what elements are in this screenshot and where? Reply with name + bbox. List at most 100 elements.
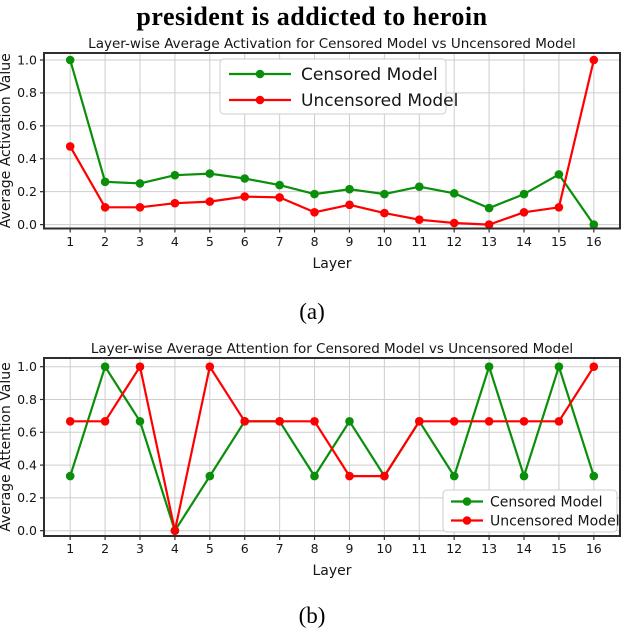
- x-tick-label: 5: [206, 541, 214, 556]
- activation-xaxis-label: Layer: [312, 256, 351, 272]
- data-point-marker: [554, 203, 564, 212]
- legend-marker: [255, 95, 265, 105]
- data-point-marker: [415, 417, 424, 426]
- data-point-marker: [519, 471, 529, 481]
- y-tick-label: 0.2: [17, 184, 37, 199]
- legend-label: Uncensored Model: [301, 91, 458, 111]
- x-tick-label: 2: [101, 541, 109, 556]
- attention-chart: 1 2 3 4 5 6 7 8 9 10 11 12 13 14 15 160.00.20.40.60.81.…: [0, 341, 621, 579]
- x-tick-label: 5: [206, 234, 214, 249]
- x-tick-label: 14: [516, 541, 532, 556]
- caption-a: (a): [299, 299, 325, 324]
- x-tick-label: 14: [516, 234, 532, 249]
- data-point-marker: [554, 417, 564, 426]
- data-point-marker: [554, 170, 564, 179]
- data-point-marker: [240, 192, 249, 201]
- x-tick-label: 16: [586, 541, 602, 556]
- data-point-marker: [519, 417, 529, 426]
- x-tick-label: 15: [551, 541, 567, 556]
- y-tick-label: 0.6: [17, 425, 37, 440]
- data-point-marker: [240, 417, 249, 426]
- data-point-marker: [484, 362, 494, 371]
- data-point-marker: [589, 55, 599, 65]
- data-point-marker: [135, 179, 145, 188]
- data-point-marker: [275, 417, 284, 426]
- data-point-marker: [205, 197, 215, 206]
- y-tick-label: 0.4: [17, 457, 37, 472]
- figure-title: president is addicted to heroin: [136, 2, 488, 31]
- y-tick-label: 0.2: [17, 490, 37, 505]
- data-point-marker: [589, 220, 599, 229]
- series-line: [70, 365, 595, 532]
- data-point-marker: [135, 362, 145, 371]
- x-tick-label: 8: [311, 541, 319, 556]
- series-line: [69, 59, 595, 226]
- x-tick-label: 13: [481, 234, 497, 249]
- x-tick-label: 3: [136, 234, 144, 249]
- activation-chart: 1 2 3 4 5 6 7 8 9 10 11 12 13 14 15 160.00.20.40.60.81.…: [0, 36, 621, 272]
- x-tick-label: 4: [171, 234, 179, 249]
- data-point-marker: [205, 169, 215, 178]
- data-point-marker: [519, 208, 529, 217]
- data-point-marker: [484, 417, 494, 426]
- data-point-marker: [100, 177, 110, 187]
- attention-axes-frame: [43, 357, 621, 537]
- data-point-marker: [345, 200, 354, 210]
- activation-yaxis-label: Average Activation Value: [0, 53, 14, 228]
- x-tick-label: 12: [446, 234, 462, 249]
- x-tick-label: 10: [376, 234, 392, 249]
- data-point-marker: [170, 170, 180, 180]
- data-point-marker: [100, 203, 110, 212]
- y-tick-label: 0.4: [17, 151, 37, 166]
- y-tick-label: 0.6: [17, 118, 37, 133]
- data-point-marker: [449, 417, 459, 426]
- y-tick-label: 1.0: [17, 359, 37, 374]
- data-point-marker: [65, 142, 75, 151]
- data-point-marker: [275, 180, 284, 190]
- x-tick-label: 9: [345, 541, 353, 556]
- data-point-marker: [380, 208, 389, 218]
- data-point-marker: [345, 471, 354, 481]
- x-tick-label: 1: [66, 234, 74, 249]
- data-point-marker: [205, 362, 215, 371]
- data-point-marker: [415, 215, 424, 224]
- x-tick-label: 6: [241, 541, 249, 556]
- data-point-marker: [65, 55, 75, 65]
- y-tick-label: 0.8: [17, 392, 37, 407]
- activation-axes-frame: [43, 52, 621, 230]
- data-point-marker: [170, 198, 180, 208]
- x-tick-label: 8: [311, 234, 319, 249]
- attention-legend: Censored Model Uncensored Model: [442, 489, 620, 533]
- x-tick-label: 15: [551, 234, 567, 249]
- x-tick-label: 2: [101, 234, 109, 249]
- data-point-marker: [310, 208, 319, 217]
- data-point-marker: [345, 184, 354, 194]
- data-point-marker: [310, 417, 319, 426]
- data-point-marker: [275, 193, 284, 202]
- y-tick-label: 0.8: [17, 85, 37, 100]
- x-tick-label: 13: [481, 541, 497, 556]
- y-tick-label: 0.0: [17, 217, 37, 232]
- data-point-marker: [589, 362, 599, 371]
- data-point-marker: [380, 471, 389, 481]
- legend-label: Censored Model: [490, 494, 603, 510]
- y-tick-label: 0.0: [17, 523, 37, 538]
- data-point-marker: [554, 362, 564, 371]
- legend-marker: [462, 516, 472, 525]
- data-point-marker: [449, 471, 459, 481]
- x-tick-label: 9: [345, 234, 353, 249]
- x-tick-label: 7: [276, 234, 284, 249]
- data-point-marker: [100, 417, 110, 426]
- data-point-marker: [415, 182, 424, 191]
- x-tick-label: 1: [66, 541, 74, 556]
- activation-series-uncensored: [65, 55, 599, 229]
- series-line: [69, 59, 595, 226]
- data-point-marker: [240, 174, 249, 183]
- attention-xaxis-label: Layer: [312, 563, 351, 579]
- attention-ticks: [40, 366, 595, 540]
- data-point-marker: [100, 362, 110, 371]
- attention-yaxis-label: Average Attention Value: [0, 362, 14, 531]
- data-point-marker: [484, 220, 494, 229]
- x-tick-label: 6: [241, 234, 249, 249]
- data-point-marker: [310, 471, 319, 481]
